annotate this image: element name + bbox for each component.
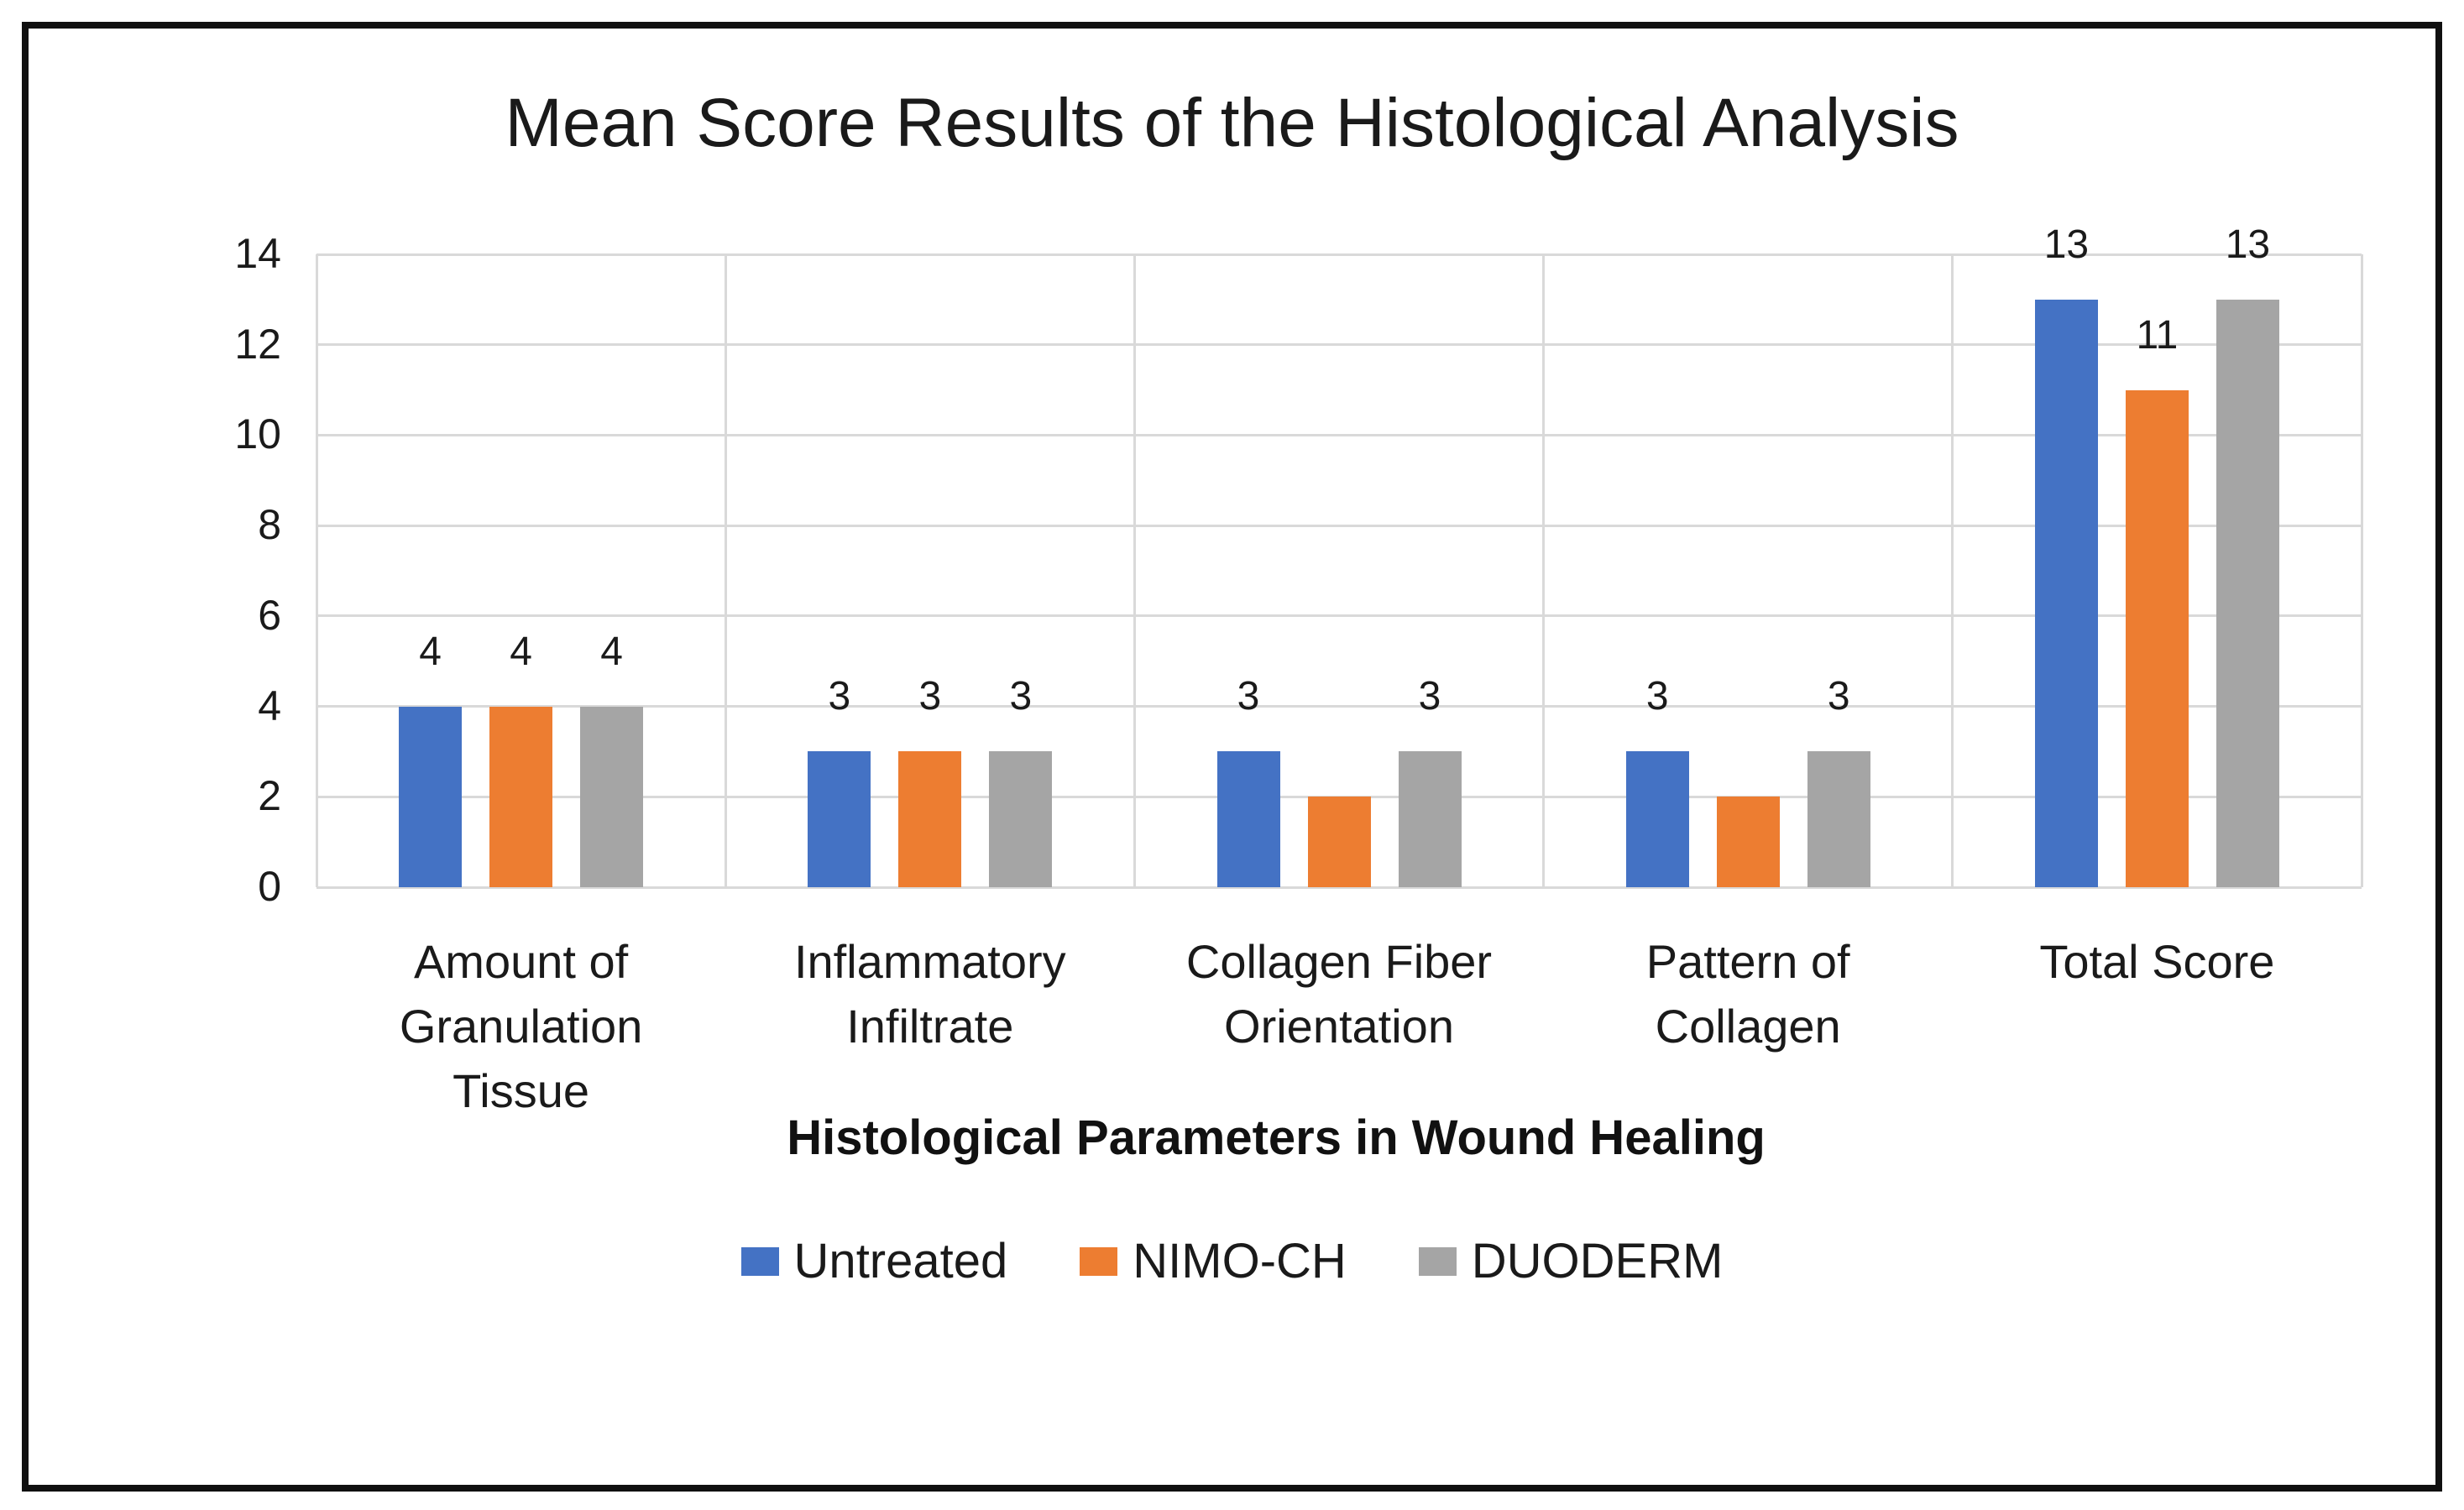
data-label-duoderm-cat4: 3 xyxy=(1827,674,1850,719)
y-tick-label-14: 14 xyxy=(234,230,281,277)
legend-label-nimo-ch: NIMO-CH xyxy=(1133,1234,1347,1288)
y-tick-label-10: 10 xyxy=(234,410,281,458)
gridline-y-8 xyxy=(317,524,2362,527)
bar-duoderm-cat3 xyxy=(1398,751,1462,887)
data-label-untreated-cat5: 13 xyxy=(2043,222,2090,267)
bar-nimo-ch-cat3 xyxy=(1307,797,1371,887)
legend-item-untreated: Untreated xyxy=(740,1232,1008,1291)
data-label-nimo-ch-cat1: 4 xyxy=(510,629,532,674)
data-label-duoderm-cat3: 3 xyxy=(1418,674,1441,719)
legend-swatch-duoderm xyxy=(1418,1247,1457,1276)
data-label-nimo-ch-cat5: 11 xyxy=(2136,312,2179,358)
y-tick-label-6: 6 xyxy=(258,591,281,639)
y-tick-label-8: 8 xyxy=(258,501,281,549)
data-label-nimo-ch-cat2: 3 xyxy=(918,674,942,719)
gridline-x-1 xyxy=(724,254,727,887)
bar-duoderm-cat5 xyxy=(2216,299,2279,887)
y-tick-label-2: 2 xyxy=(258,772,281,820)
gridline-y-6 xyxy=(317,614,2362,618)
category-label-4: Pattern of Collagen xyxy=(1645,935,1850,1053)
gridline-y-12 xyxy=(317,343,2362,347)
bar-duoderm-cat1 xyxy=(580,706,644,887)
bar-untreated-cat3 xyxy=(1216,751,1280,887)
gridline-x-4 xyxy=(1951,254,1954,887)
bar-nimo-ch-cat1 xyxy=(489,706,553,887)
bar-duoderm-cat2 xyxy=(989,751,1053,887)
gridline-x-5 xyxy=(2360,254,2363,887)
gridline-y-0 xyxy=(317,886,2362,889)
legend-item-duoderm: DUODERM xyxy=(1418,1232,1724,1291)
y-axis-line xyxy=(315,254,318,887)
data-label-duoderm-cat2: 3 xyxy=(1009,674,1033,719)
gridline-x-2 xyxy=(1133,254,1136,887)
gridline-y-10 xyxy=(317,433,2362,436)
y-tick-label-0: 0 xyxy=(258,863,281,910)
bar-untreated-cat4 xyxy=(1625,751,1689,887)
legend-swatch-nimo-ch xyxy=(1080,1247,1118,1276)
legend-swatch-untreated xyxy=(740,1247,779,1276)
y-tick-label-12: 12 xyxy=(234,320,281,368)
bar-nimo-ch-cat5 xyxy=(2125,389,2189,887)
data-label-untreated-cat4: 3 xyxy=(1645,674,1669,719)
bar-nimo-ch-cat2 xyxy=(898,751,962,887)
data-label-untreated-cat1: 4 xyxy=(419,629,442,674)
data-label-untreated-cat3: 3 xyxy=(1237,674,1260,719)
legend-label-untreated: Untreated xyxy=(793,1234,1008,1288)
legend-item-nimo-ch: NIMO-CH xyxy=(1080,1232,1347,1291)
bar-untreated-cat5 xyxy=(2034,299,2098,887)
y-tick-label-4: 4 xyxy=(258,682,281,729)
chart-title: Mean Score Results of the Histological A… xyxy=(505,85,1959,161)
data-label-duoderm-cat5: 13 xyxy=(2225,222,2271,267)
data-label-duoderm-cat1: 4 xyxy=(600,629,623,674)
legend: Untreated NIMO-CH DUODERM xyxy=(0,1232,2464,1291)
legend-label-duoderm: DUODERM xyxy=(1471,1234,1724,1288)
bar-untreated-cat1 xyxy=(399,706,463,887)
x-axis-title: Histological Parameters in Wound Healing xyxy=(787,1110,1766,1165)
bar-duoderm-cat4 xyxy=(1807,751,1870,887)
category-label-3: Collagen Fiber Orientation xyxy=(1185,935,1493,1053)
data-label-untreated-cat2: 3 xyxy=(828,674,851,719)
category-label-1: Amount of Granulation Tissue xyxy=(399,935,643,1117)
bar-nimo-ch-cat4 xyxy=(1716,797,1780,887)
gridline-y-4 xyxy=(317,705,2362,708)
bar-untreated-cat2 xyxy=(808,751,871,887)
gridline-y-14 xyxy=(317,253,2362,256)
category-label-5: Total Score xyxy=(2039,935,2275,988)
category-label-2: Inflammatory Infiltrate xyxy=(793,935,1066,1053)
gridline-x-3 xyxy=(1542,254,1546,887)
